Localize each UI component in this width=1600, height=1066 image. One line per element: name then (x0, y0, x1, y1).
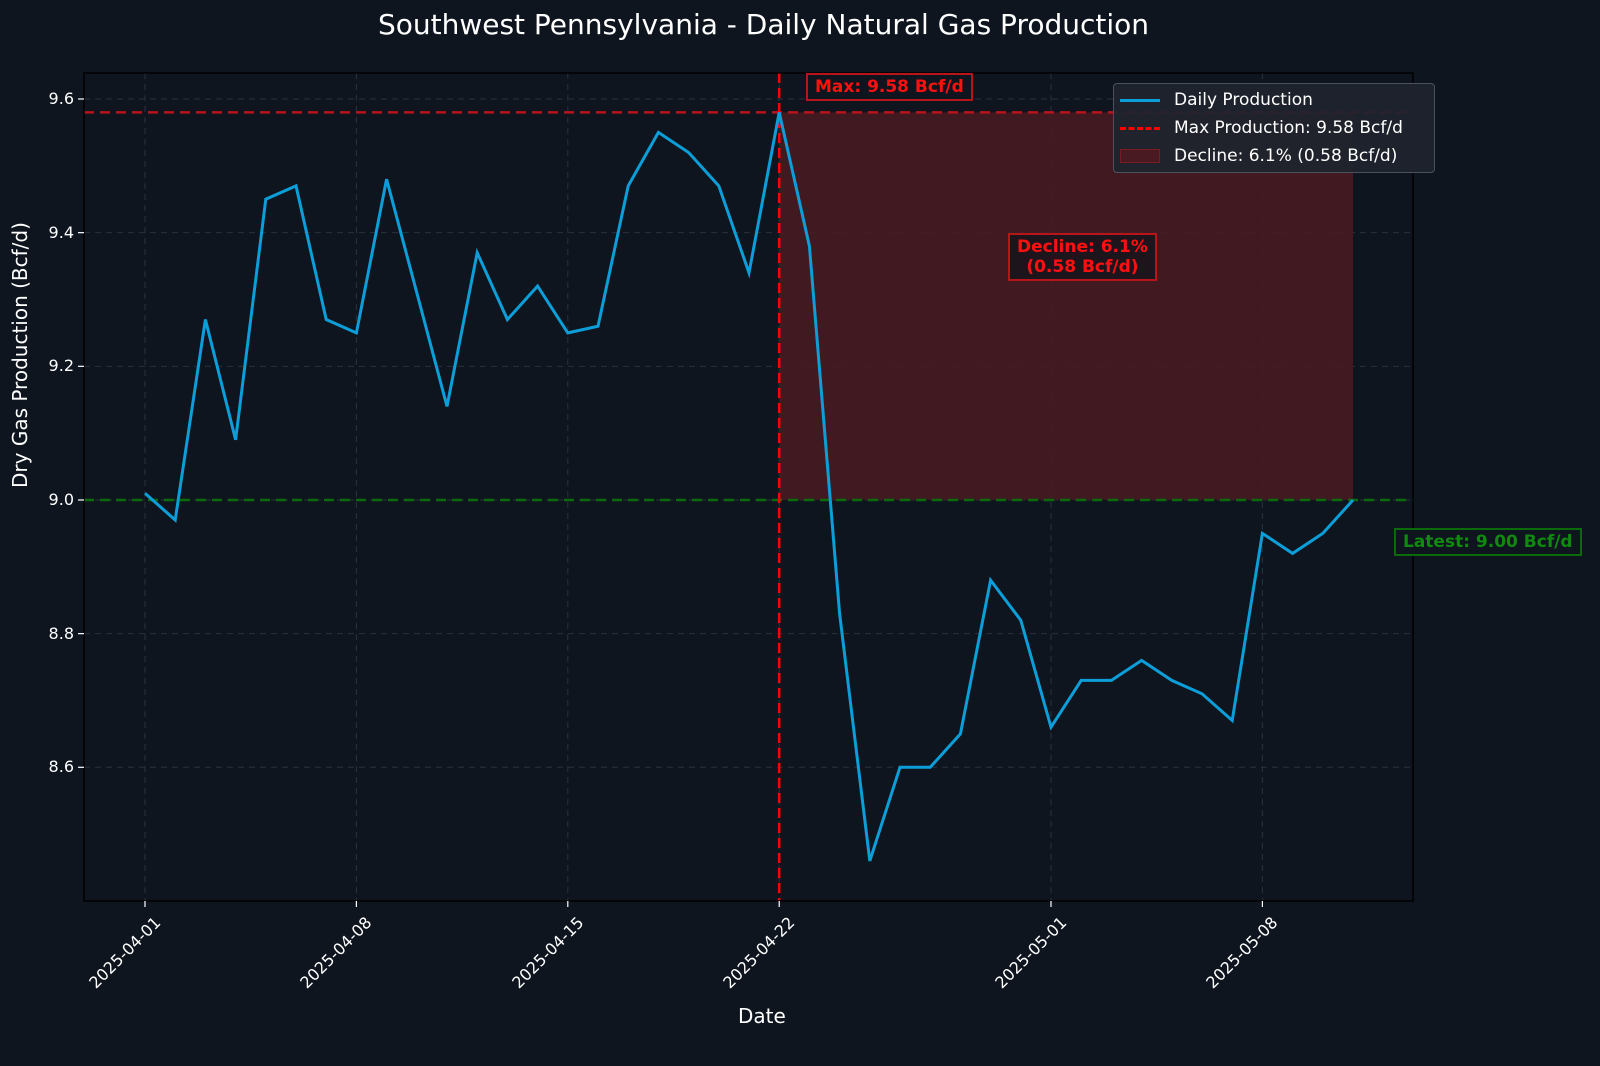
legend-label-daily: Daily Production (1174, 90, 1313, 110)
legend-label-max: Max Production: 9.58 Bcf/d (1174, 118, 1403, 138)
y-tick-label: 8.6 (48, 757, 74, 777)
decline-annotation: Decline: 6.1% (0.58 Bcf/d) (1008, 233, 1157, 281)
y-axis-label: Dry Gas Production (Bcf/d) (8, 222, 32, 488)
y-tick-label: 9.2 (48, 356, 74, 376)
latest-annotation: Latest: 9.00 Bcf/d (1394, 528, 1582, 556)
axes-frame (83, 72, 1414, 902)
legend-item-max: Max Production: 9.58 Bcf/d (1120, 116, 1403, 140)
decline-annotation-line1: Decline: 6.1% (1017, 237, 1148, 257)
dashed-line-swatch-icon (1120, 121, 1160, 135)
decline-annotation-line2: (0.58 Bcf/d) (1026, 257, 1139, 277)
y-tick-label: 9.0 (48, 489, 74, 509)
line-swatch-icon (1120, 93, 1160, 107)
x-axis-label: Date (738, 1004, 786, 1028)
fill-swatch-icon (1120, 149, 1160, 163)
legend-label-decline: Decline: 6.1% (0.58 Bcf/d) (1174, 146, 1398, 166)
y-tick-label: 9.6 (48, 89, 74, 108)
decline-region (779, 112, 1353, 500)
daily-production-line (144, 112, 1355, 862)
y-tick-label: 9.4 (48, 222, 74, 242)
legend-item-decline: Decline: 6.1% (0.58 Bcf/d) (1120, 144, 1397, 168)
max-annotation: Max: 9.58 Bcf/d (806, 73, 973, 101)
chart-title: Southwest Pennsylvania - Daily Natural G… (377, 8, 1150, 41)
legend-item-daily: Daily Production (1120, 88, 1313, 112)
legend: Daily Production Max Production: 9.58 Bc… (1113, 83, 1435, 173)
y-tick-label: 8.8 (48, 623, 74, 643)
